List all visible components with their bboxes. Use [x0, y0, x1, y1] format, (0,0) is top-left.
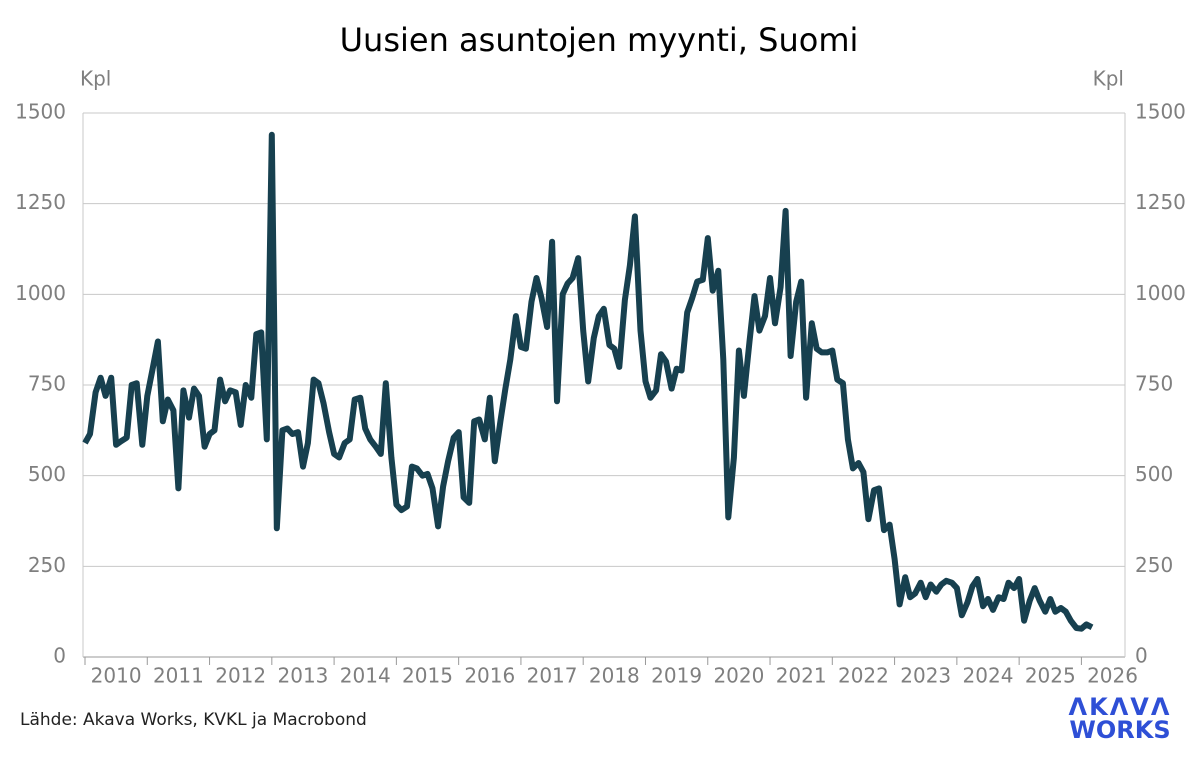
x-tick-label: 2023 [900, 664, 951, 688]
x-tick-label: 2011 [153, 664, 204, 688]
y-tick-label: 500 [28, 462, 66, 486]
logo: ΛKΛVΛ [1069, 693, 1172, 721]
y2-tick-label: 500 [1135, 462, 1173, 486]
y-axis-label: Kpl [80, 67, 111, 91]
x-tick-label: 2017 [527, 664, 578, 688]
y2-axis-label: Kpl [1093, 67, 1124, 91]
x-tick-label: 2015 [402, 664, 453, 688]
x-tick-label: 2013 [278, 664, 329, 688]
x-tick-label: 2018 [589, 664, 640, 688]
y2-tick-label: 250 [1135, 553, 1173, 577]
chart-title: Uusien asuntojen myynti, Suomi [340, 21, 859, 59]
x-tick-label: 2022 [838, 664, 889, 688]
y-tick-label: 750 [28, 372, 66, 396]
y2-tick-label: 1500 [1135, 100, 1186, 124]
y-tick-label: 0 [53, 644, 66, 668]
x-tick-label: 2016 [464, 664, 515, 688]
y-tick-label: 1250 [15, 190, 66, 214]
logo: WORKS [1069, 716, 1170, 744]
x-tick-label: 2020 [713, 664, 764, 688]
x-tick-label: 2014 [340, 664, 391, 688]
y2-tick-label: 1000 [1135, 281, 1186, 305]
y-tick-label: 1500 [15, 100, 66, 124]
line [82, 131, 1094, 632]
y-tick-label: 250 [28, 553, 66, 577]
x-tick-label: 2010 [91, 664, 142, 688]
y2-tick-label: 750 [1135, 372, 1173, 396]
x-tick-label: 2025 [1025, 664, 1076, 688]
x-tick-label: 2012 [215, 664, 266, 688]
y2-tick-label: 0 [1135, 644, 1148, 668]
y2-tick-label: 1250 [1135, 190, 1186, 214]
x-tick-label: 2026 [1087, 664, 1138, 688]
y-tick-label: 1000 [15, 281, 66, 305]
x-tick-label: 2024 [963, 664, 1014, 688]
x-tick-label: 2019 [651, 664, 702, 688]
x-tick-label: 2021 [776, 664, 827, 688]
source: Lähde: Akava Works, KVKL ja Macrobond [20, 710, 367, 730]
